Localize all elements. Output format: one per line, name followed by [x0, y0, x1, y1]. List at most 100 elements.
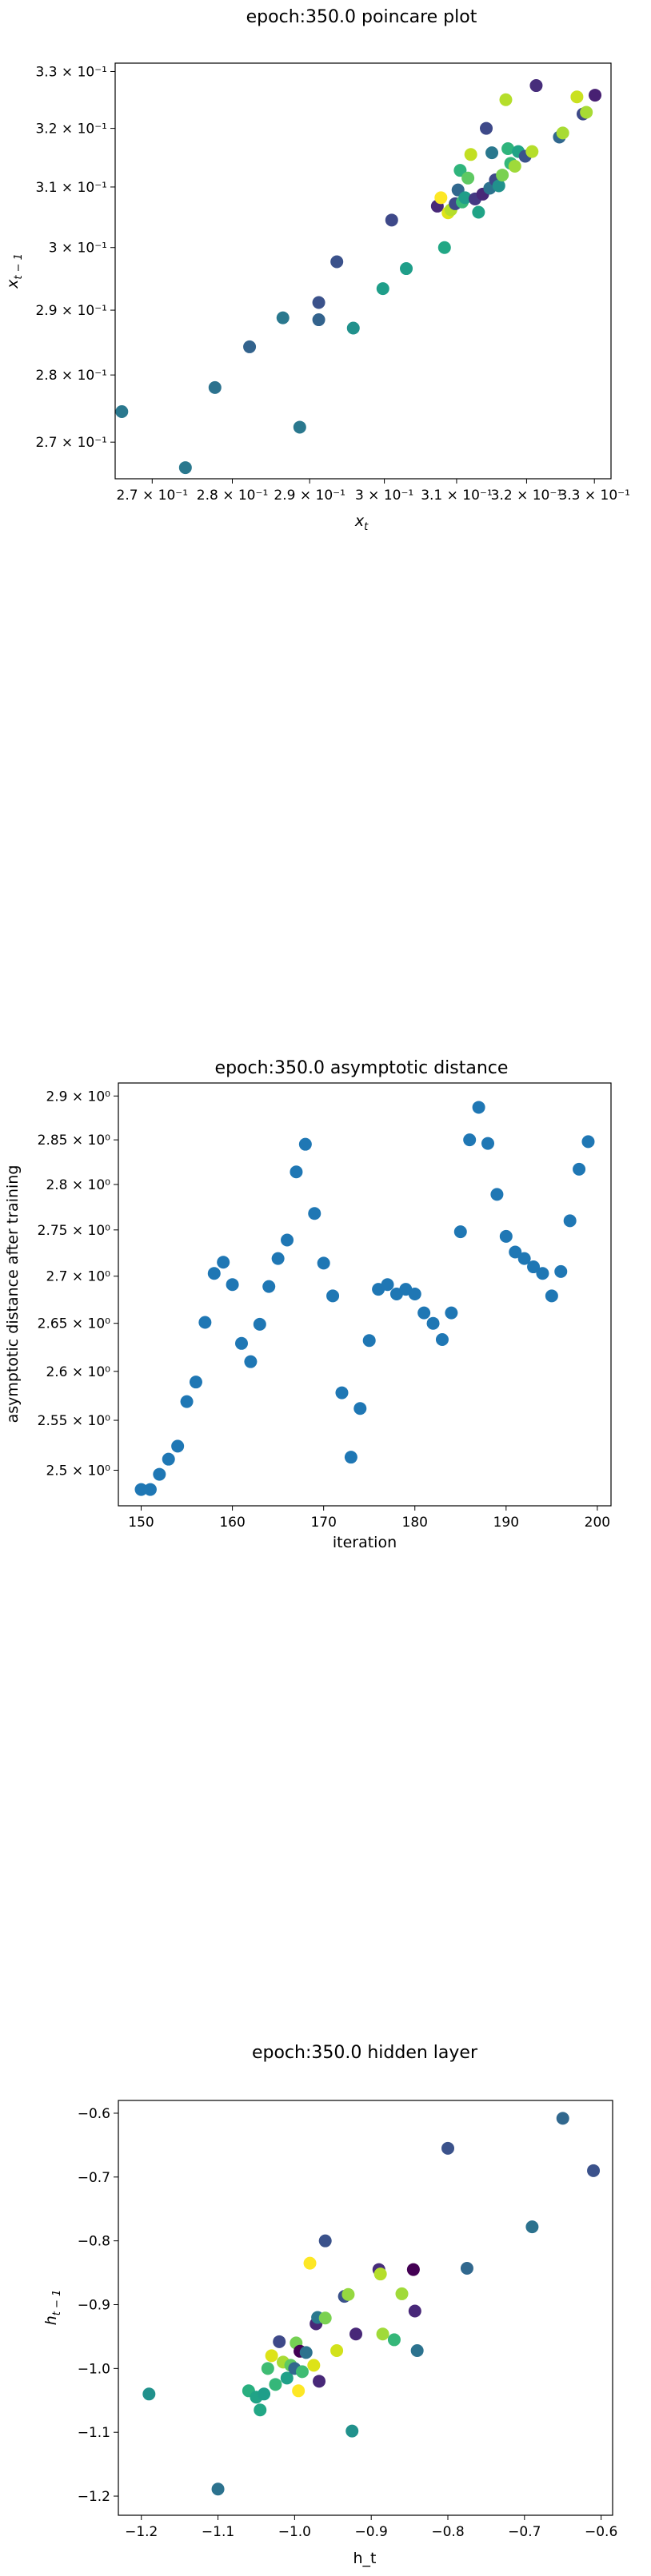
- asymptotic-axes-frame: [118, 1082, 612, 1507]
- hidden-x-tick-label-2: −1.0: [278, 2524, 311, 2540]
- hidden-point-17: [295, 2365, 309, 2379]
- asymptotic-y-tick-label-0: 2.5 × 10⁰: [46, 1463, 110, 1479]
- hidden-x-tick-label-0: −1.2: [125, 2524, 158, 2540]
- asymptotic-x-tick-label-1: 160: [219, 1515, 245, 1531]
- asymptotic-y-ticks: 2.5 × 10⁰ 2.55 × 10⁰ 2.6 × 10⁰ 2.65 × 10⁰ 2.…: [38, 1089, 118, 1479]
- asymptotic-point-47: [563, 1214, 577, 1228]
- asymptotic-x-label: iteration: [333, 1534, 397, 1551]
- asymptotic-point-20: [317, 1256, 330, 1270]
- asymptotic-point-6: [189, 1376, 202, 1389]
- poincare-point-35: [501, 142, 515, 155]
- asymptotic-point-0: [134, 1483, 148, 1496]
- poincare-y-tick-label-1: 2.8 × 10⁻¹: [35, 368, 107, 384]
- hidden-point-19: [303, 2256, 317, 2270]
- poincare-point-28: [480, 121, 493, 135]
- hidden-point-28: [341, 2287, 355, 2301]
- hidden-layer-chart: epoch:350.0 hidden layer −1.2 −1.1 −1.0 −0.…: [42, 2043, 617, 2567]
- hidden-y-tick-label-6: −1.2: [78, 2489, 110, 2505]
- hidden-point-30: [349, 2327, 363, 2341]
- poincare-point-8: [330, 255, 344, 269]
- hidden-y-label-main: h: [42, 2315, 60, 2325]
- asymptotic-point-33: [435, 1332, 449, 1346]
- hidden-y-tick-label-2: −0.8: [78, 2234, 110, 2250]
- hidden-point-9: [273, 2335, 286, 2348]
- poincare-x-tick-label-0: 2.7 × 10⁻¹: [117, 488, 189, 504]
- asymptotic-points: [134, 1101, 595, 1496]
- hidden-x-tick-label-3: −0.9: [355, 2524, 388, 2540]
- poincare-point-37: [508, 160, 521, 173]
- poincare-y-ticks: 2.7 × 10⁻¹ 2.8 × 10⁻¹ 2.9 × 10⁻¹ 3 × 10⁻¹ 3.…: [35, 64, 115, 451]
- poincare-point-26: [472, 205, 485, 219]
- asymptotic-point-49: [581, 1135, 595, 1149]
- poincare-point-47: [589, 89, 602, 102]
- poincare-x-tick-label-4: 3.1 × 10⁻¹: [421, 488, 493, 504]
- poincare-point-22: [458, 191, 472, 205]
- hidden-point-29: [345, 2424, 359, 2438]
- asymptotic-y-tick-label-8: 2.9 × 10⁰: [46, 1089, 110, 1105]
- asymptotic-y-tick-label-3: 2.65 × 10⁰: [38, 1316, 111, 1332]
- poincare-y-tick-label-0: 2.7 × 10⁻¹: [35, 435, 107, 451]
- asymptotic-point-32: [426, 1316, 440, 1330]
- hidden-y-ticks: −0.6 −0.7 −0.8 −0.9 −1.0 −1.1 −1.2: [78, 2106, 118, 2505]
- hidden-point-37: [408, 2304, 421, 2318]
- poincare-y-tick-label-2: 2.9 × 10⁻¹: [35, 303, 107, 319]
- asymptotic-point-48: [573, 1162, 586, 1176]
- hidden-point-40: [460, 2262, 473, 2275]
- asymptotic-point-10: [226, 1278, 239, 1292]
- asymptotic-point-46: [554, 1264, 568, 1278]
- asymptotic-point-13: [253, 1317, 266, 1331]
- hidden-y-tick-label-1: −0.7: [78, 2170, 110, 2186]
- hidden-title: epoch:350.0 hidden layer: [252, 2043, 478, 2063]
- poincare-x-label-main: x: [354, 512, 365, 530]
- asymptotic-x-tick-label-4: 190: [493, 1515, 519, 1531]
- poincare-x-tick-label-2: 2.9 × 10⁻¹: [274, 488, 345, 504]
- asymptotic-y-tick-label-1: 2.55 × 10⁰: [38, 1413, 111, 1429]
- poincare-point-40: [525, 145, 539, 158]
- asymptotic-point-14: [262, 1280, 276, 1293]
- hidden-point-20: [307, 2359, 321, 2372]
- hidden-point-23: [313, 2375, 326, 2388]
- hidden-x-tick-label-1: −1.1: [202, 2524, 234, 2540]
- asymptotic-point-36: [463, 1133, 477, 1147]
- poincare-point-44: [570, 90, 584, 104]
- hidden-point-25: [318, 2234, 332, 2248]
- asymptotic-point-23: [344, 1451, 357, 1464]
- asymptotic-y-tick-label-4: 2.7 × 10⁰: [46, 1269, 110, 1285]
- hidden-points: [142, 2112, 601, 2496]
- poincare-point-15: [437, 241, 451, 254]
- asymptotic-point-34: [445, 1306, 458, 1320]
- asymptotic-y-tick-label-5: 2.75 × 10⁰: [38, 1223, 111, 1239]
- asymptotic-point-22: [335, 1386, 349, 1399]
- hidden-y-label-sub: t − 1: [51, 2290, 63, 2316]
- asymptotic-point-30: [408, 1288, 421, 1300]
- hidden-point-15: [292, 2384, 306, 2398]
- hidden-point-34: [387, 2333, 401, 2347]
- hidden-point-7: [265, 2349, 278, 2363]
- poincare-y-label-sub: t − 1: [13, 253, 25, 280]
- poincare-point-30: [485, 146, 499, 160]
- hidden-point-24: [318, 2311, 332, 2325]
- hidden-y-tick-label-3: −0.9: [78, 2298, 110, 2314]
- poincare-point-1: [178, 461, 192, 475]
- poincare-point-2: [208, 380, 222, 394]
- hidden-x-tick-label-5: −0.7: [508, 2524, 541, 2540]
- poincare-title: epoch:350.0 poincare plot: [246, 7, 477, 27]
- hidden-point-1: [211, 2482, 225, 2496]
- hidden-point-32: [373, 2267, 387, 2281]
- asymptotic-point-42: [517, 1252, 531, 1265]
- poincare-y-tick-label-6: 3.3 × 10⁻¹: [35, 64, 107, 80]
- asymptotic-point-35: [453, 1225, 467, 1239]
- asymptotic-y-tick-label-2: 2.6 × 10⁰: [46, 1364, 110, 1380]
- hidden-y-tick-label-5: −1.1: [78, 2425, 110, 2441]
- asymptotic-point-25: [362, 1334, 376, 1348]
- poincare-point-14: [434, 191, 448, 205]
- hidden-x-tick-label-6: −0.6: [585, 2524, 617, 2540]
- hidden-point-38: [410, 2344, 424, 2357]
- poincare-y-tick-label-3: 3 × 10⁻¹: [49, 241, 107, 257]
- asymptotic-point-21: [326, 1289, 340, 1303]
- hidden-point-5: [258, 2387, 271, 2401]
- asymptotic-point-5: [180, 1395, 194, 1408]
- poincare-point-24: [464, 148, 477, 161]
- hidden-point-42: [556, 2112, 569, 2125]
